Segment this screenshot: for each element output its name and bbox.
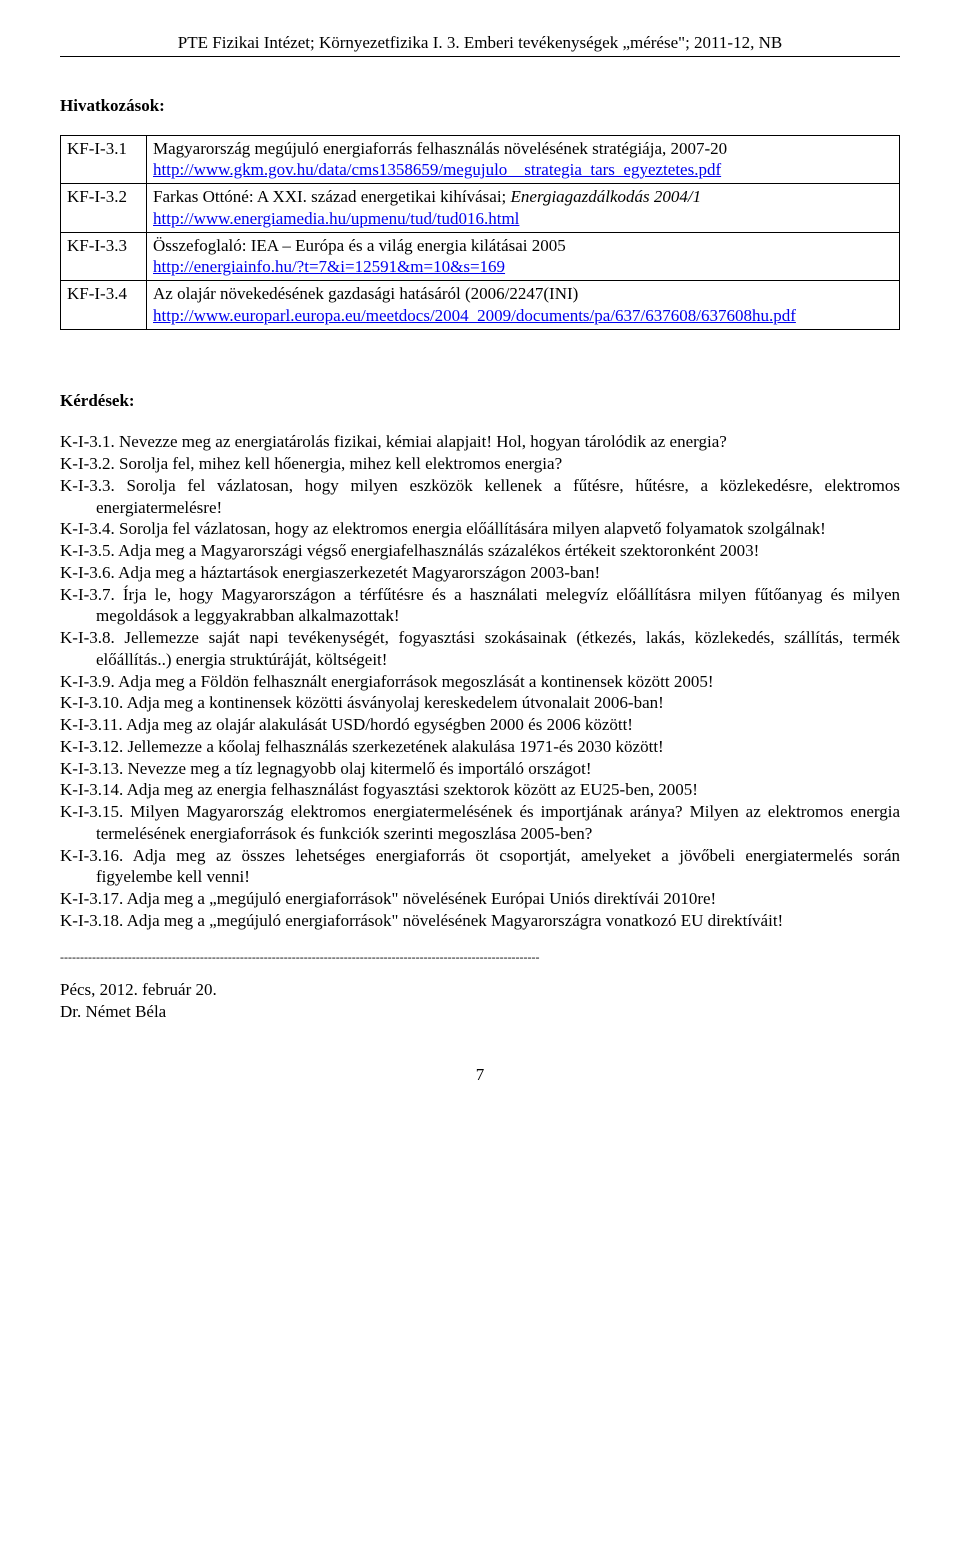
- question-item: K-I-3.5. Adja meg a Magyarországi végső …: [60, 540, 900, 562]
- table-row: KF-I-3.4 Az olajár növekedésének gazdasá…: [61, 281, 900, 330]
- signature-block: Pécs, 2012. február 20. Dr. Német Béla: [60, 979, 900, 1023]
- ref-cell: Az olajár növekedésének gazdasági hatásá…: [147, 281, 900, 330]
- ref-cell: Összefoglaló: IEA – Európa és a világ en…: [147, 232, 900, 281]
- ref-id: KF-I-3.2: [61, 184, 147, 233]
- question-item: K-I-3.17. Adja meg a „megújuló energiafo…: [60, 888, 900, 910]
- questions-title: Kérdések:: [60, 390, 900, 412]
- references-table: KF-I-3.1 Magyarország megújuló energiafo…: [60, 135, 900, 330]
- question-item: K-I-3.12. Jellemezze a kőolaj felhasznál…: [60, 736, 900, 758]
- question-item: K-I-3.4. Sorolja fel vázlatosan, hogy az…: [60, 518, 900, 540]
- separator-dashes: ----------------------------------------…: [60, 950, 900, 965]
- question-item: K-I-3.13. Nevezze meg a tíz legnagyobb o…: [60, 758, 900, 780]
- question-item: K-I-3.3. Sorolja fel vázlatosan, hogy mi…: [60, 475, 900, 519]
- page-header: PTE Fizikai Intézet; Környezetfizika I. …: [60, 32, 900, 57]
- ref-id: KF-I-3.3: [61, 232, 147, 281]
- question-item: K-I-3.16. Adja meg az összes lehetséges …: [60, 845, 900, 889]
- question-item: K-I-3.9. Adja meg a Földön felhasznált e…: [60, 671, 900, 693]
- question-item: K-I-3.1. Nevezze meg az energiatárolás f…: [60, 431, 900, 453]
- ref-text: Összefoglaló: IEA – Európa és a világ en…: [153, 236, 566, 255]
- question-item: K-I-3.14. Adja meg az energia felhasznál…: [60, 779, 900, 801]
- page-number: 7: [60, 1064, 900, 1086]
- question-item: K-I-3.18. Adja meg a „megújuló energiafo…: [60, 910, 900, 932]
- question-item: K-I-3.15. Milyen Magyarország elektromos…: [60, 801, 900, 845]
- ref-text: Az olajár növekedésének gazdasági hatásá…: [153, 284, 578, 303]
- ref-text: Magyarország megújuló energiaforrás felh…: [153, 139, 727, 158]
- question-item: K-I-3.8. Jellemezze saját napi tevékenys…: [60, 627, 900, 671]
- table-row: KF-I-3.2 Farkas Ottóné: A XXI. század en…: [61, 184, 900, 233]
- signature-name: Dr. Német Béla: [60, 1001, 900, 1023]
- question-item: K-I-3.2. Sorolja fel, mihez kell hőenerg…: [60, 453, 900, 475]
- ref-link[interactable]: http://energiainfo.hu/?t=7&i=12591&m=10&…: [153, 257, 505, 276]
- questions-list: K-I-3.1. Nevezze meg az energiatárolás f…: [60, 431, 900, 931]
- ref-link[interactable]: http://www.energiamedia.hu/upmenu/tud/tu…: [153, 209, 519, 228]
- ref-cell: Farkas Ottóné: A XXI. század energetikai…: [147, 184, 900, 233]
- question-item: K-I-3.6. Adja meg a háztartások energias…: [60, 562, 900, 584]
- ref-italic: Energiagazdálkodás 2004/1: [511, 187, 702, 206]
- ref-id: KF-I-3.4: [61, 281, 147, 330]
- ref-id: KF-I-3.1: [61, 135, 147, 184]
- table-row: KF-I-3.1 Magyarország megújuló energiafo…: [61, 135, 900, 184]
- ref-cell: Magyarország megújuló energiaforrás felh…: [147, 135, 900, 184]
- signature-date: Pécs, 2012. február 20.: [60, 979, 900, 1001]
- ref-link[interactable]: http://www.europarl.europa.eu/meetdocs/2…: [153, 306, 796, 325]
- question-item: K-I-3.7. Írja le, hogy Magyarországon a …: [60, 584, 900, 628]
- table-row: KF-I-3.3 Összefoglaló: IEA – Európa és a…: [61, 232, 900, 281]
- references-title: Hivatkozások:: [60, 95, 900, 117]
- ref-link[interactable]: http://www.gkm.gov.hu/data/cms1358659/me…: [153, 160, 721, 179]
- ref-text: Farkas Ottóné: A XXI. század energetikai…: [153, 187, 511, 206]
- question-item: K-I-3.10. Adja meg a kontinensek közötti…: [60, 692, 900, 714]
- question-item: K-I-3.11. Adja meg az olajár alakulását …: [60, 714, 900, 736]
